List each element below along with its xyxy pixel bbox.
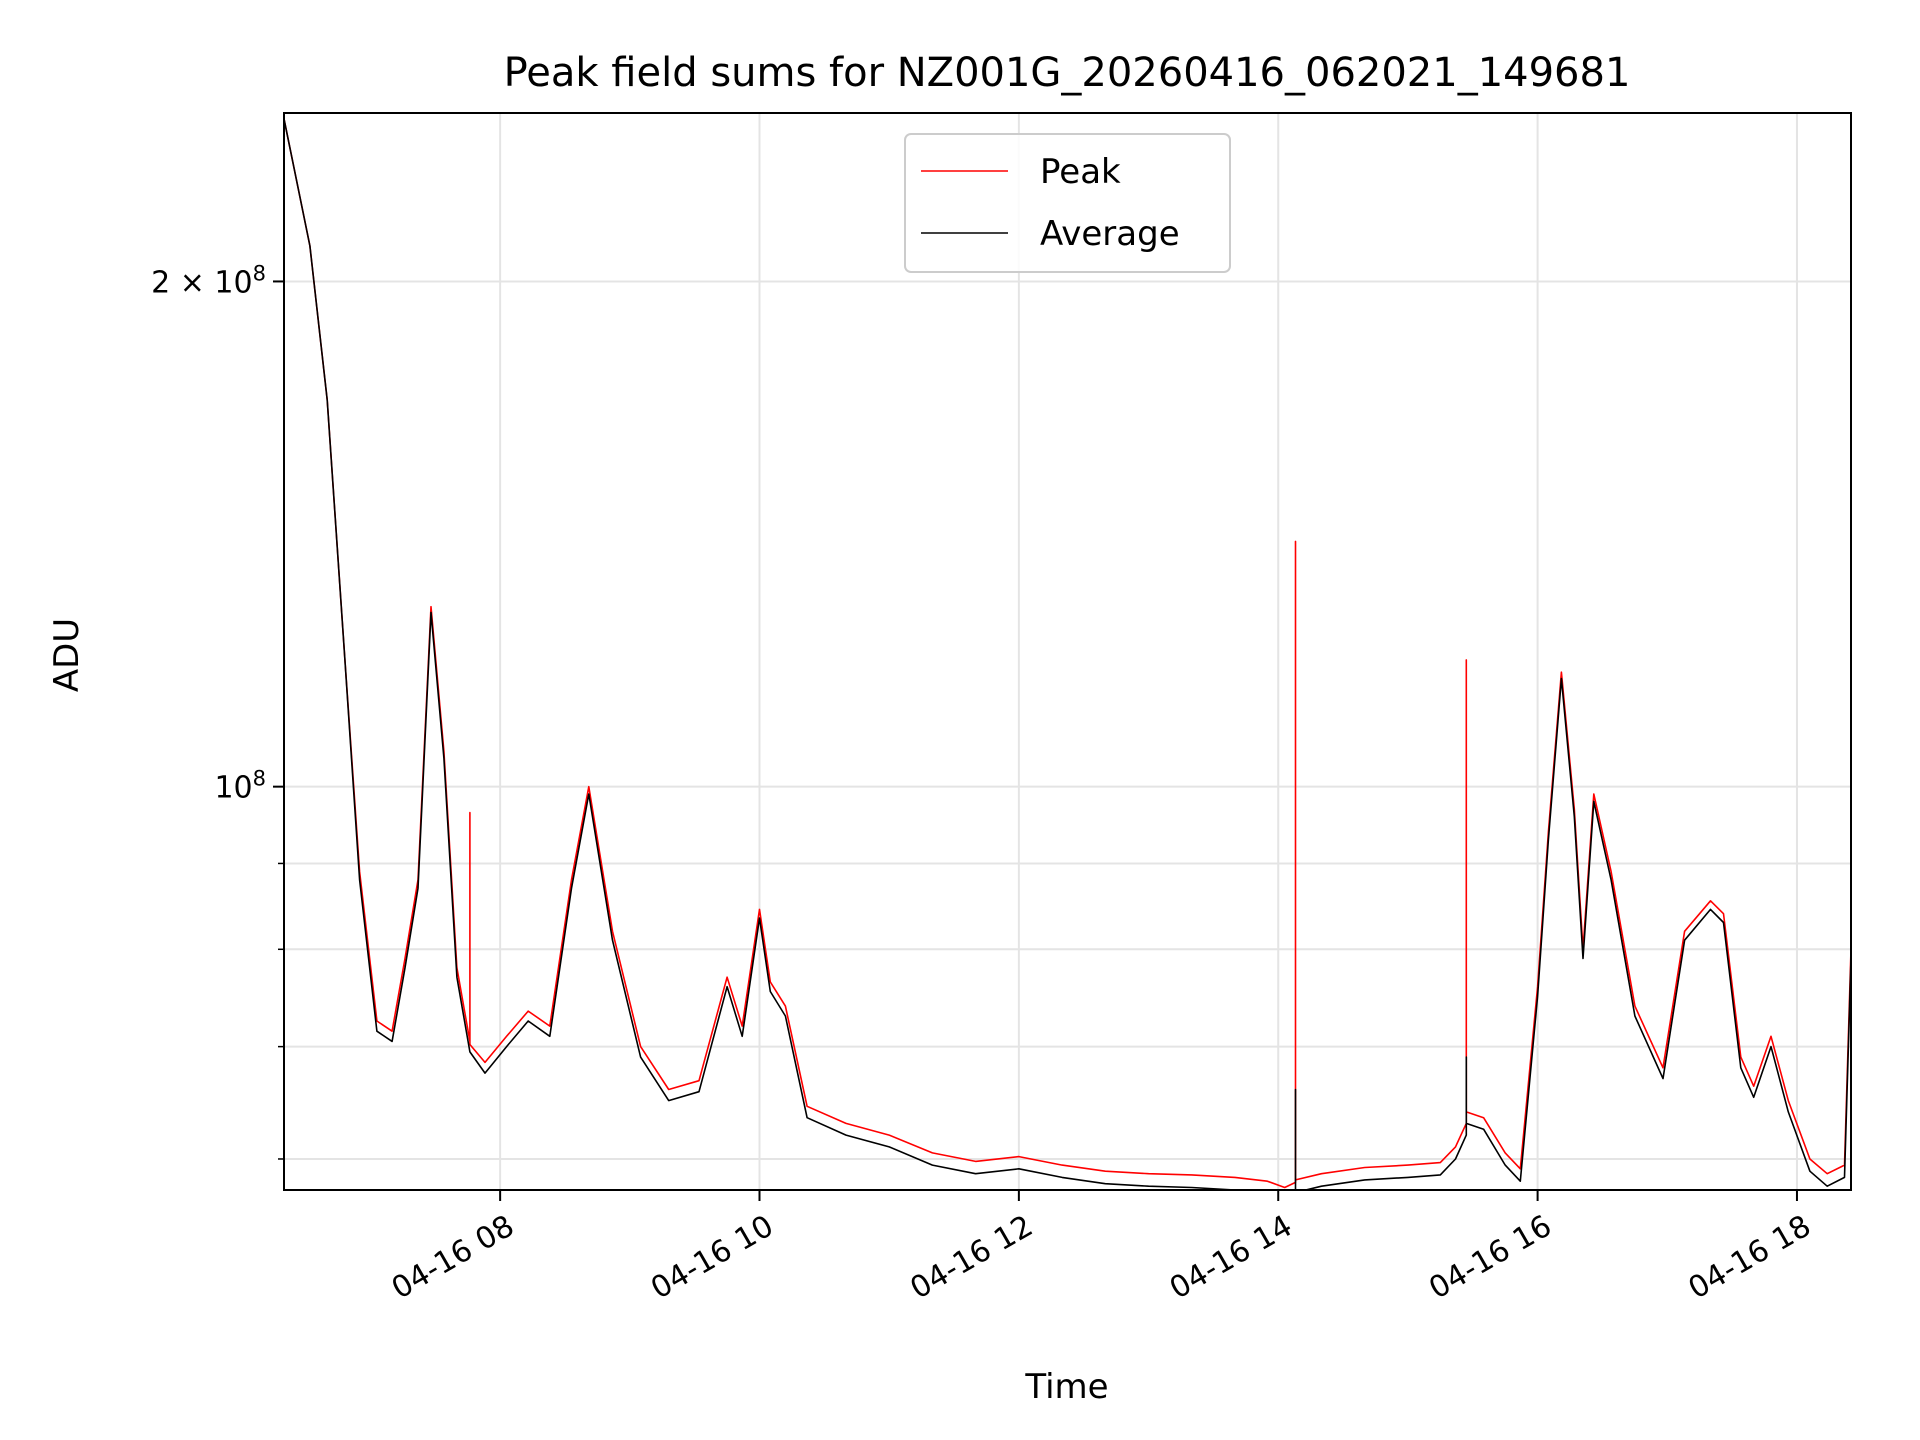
legend: Peak Average	[904, 133, 1231, 273]
chart-title: Peak field sums for NZ001G_20260416_0620…	[504, 50, 1631, 96]
axes-frame	[283, 112, 1852, 1191]
y-tick-label: 108	[214, 767, 266, 806]
grid	[284, 113, 1851, 1190]
x-axis-label: Time	[1024, 1367, 1108, 1407]
series-line-average	[284, 118, 1851, 1190]
legend-box	[904, 133, 1231, 273]
y-tick-label: 2 × 108	[151, 261, 266, 300]
plot-area	[284, 118, 1851, 1190]
legend-label-average: Average	[1040, 214, 1180, 254]
legend-label-peak: Peak	[1040, 152, 1121, 192]
y-axis-label: ADU	[47, 618, 87, 692]
